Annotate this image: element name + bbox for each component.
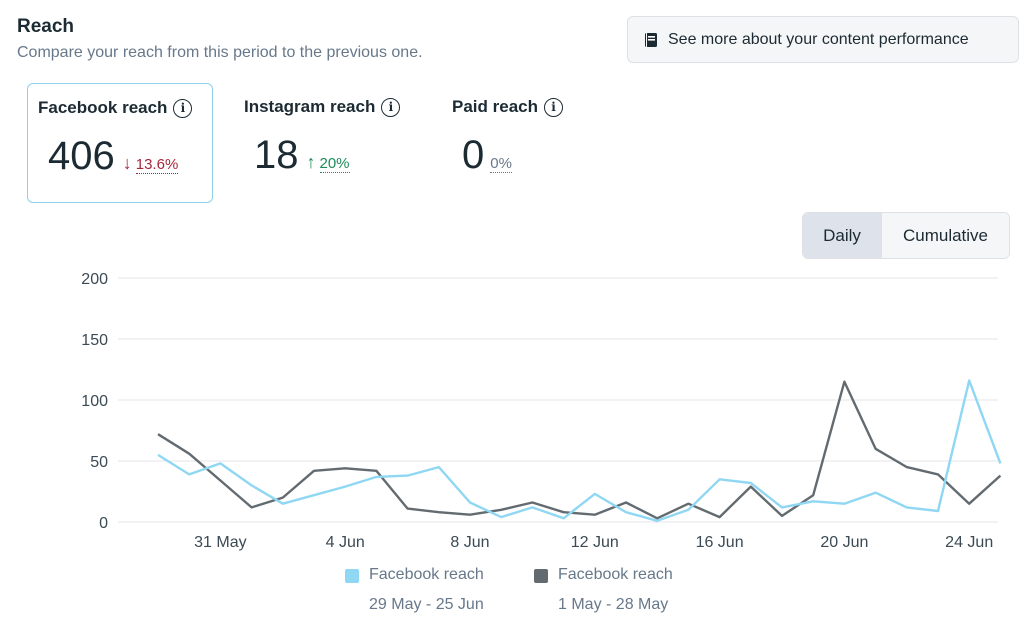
metric-instagram-reach[interactable]: Instagram reach i 18 ↑ 20% <box>234 83 424 203</box>
metric-title: Instagram reach <box>244 97 376 116</box>
reach-line-chart: 0 50 100 150 200 31 May 4 Jun 8 Jun 12 Jun 16 Jun… <box>81 271 1002 551</box>
view-toggle: Daily Cumulative <box>802 212 1010 259</box>
metric-facebook-reach[interactable]: Facebook reach i 406 ↓ 13.6% <box>27 83 213 203</box>
info-icon[interactable]: i <box>173 98 193 118</box>
info-icon[interactable]: i <box>544 97 563 117</box>
legend-series-name: Facebook reach <box>558 566 673 583</box>
metric-value: 18 <box>254 133 299 177</box>
legend-item-previous[interactable]: Facebook reach 1 May - 28 May <box>534 566 673 620</box>
metric-change: 20% <box>319 155 350 173</box>
arrow-up-icon: ↑ <box>306 152 316 172</box>
x-tick-label: 20 Jun <box>820 534 868 551</box>
y-tick-label: 50 <box>90 454 108 471</box>
content-performance-button[interactable]: See more about your content performance <box>627 16 1019 63</box>
section-title: Reach <box>17 16 75 37</box>
x-tick-label: 31 May <box>194 534 246 551</box>
cumulative-toggle-button[interactable]: Cumulative <box>882 213 1009 258</box>
info-icon[interactable]: i <box>381 97 401 117</box>
x-tick-label: 4 Jun <box>326 534 365 551</box>
legend-series-name: Facebook reach <box>369 566 484 583</box>
legend-series-period: 1 May - 28 May <box>558 596 669 613</box>
metric-value: 406 <box>48 134 115 178</box>
x-tick-label: 24 Jun <box>945 534 993 551</box>
book-icon <box>644 32 658 48</box>
y-tick-label: 200 <box>81 271 108 288</box>
content-performance-label: See more about your content performance <box>668 30 969 48</box>
metric-change: 0% <box>490 155 512 173</box>
legend-item-current[interactable]: Facebook reach 29 May - 25 Jun <box>345 566 484 620</box>
legend-swatch <box>534 569 548 583</box>
metric-value: 0 <box>462 133 485 177</box>
x-tick-label: 12 Jun <box>571 534 619 551</box>
x-tick-label: 16 Jun <box>696 534 744 551</box>
y-tick-label: 0 <box>99 515 108 532</box>
y-tick-label: 150 <box>81 332 108 349</box>
metric-title: Paid reach <box>452 97 538 116</box>
section-subtitle: Compare your reach from this period to t… <box>17 44 423 61</box>
y-tick-label: 100 <box>81 393 108 410</box>
legend-series-period: 29 May - 25 Jun <box>369 596 484 613</box>
legend-swatch <box>345 569 359 583</box>
x-tick-label: 8 Jun <box>450 534 489 551</box>
series-line-current <box>157 379 1002 522</box>
metric-title: Facebook reach <box>38 98 168 117</box>
arrow-down-icon: ↓ <box>122 153 132 173</box>
series-line-previous <box>157 380 1002 520</box>
metric-change: 13.6% <box>135 156 179 174</box>
metric-paid-reach[interactable]: Paid reach i 0 0% <box>442 83 592 203</box>
daily-toggle-button[interactable]: Daily <box>803 213 882 258</box>
